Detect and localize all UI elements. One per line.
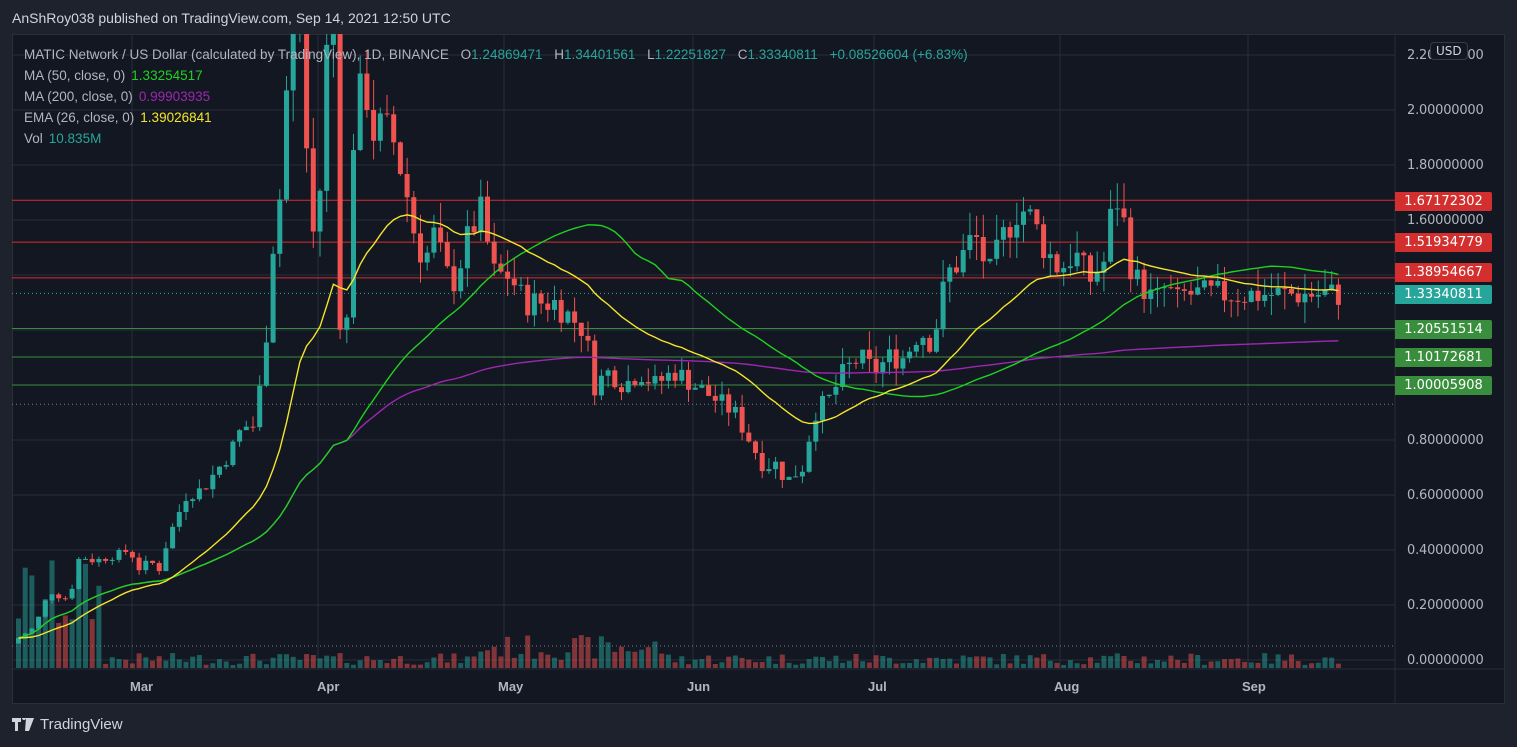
indicator-value: 1.33254517 bbox=[131, 68, 203, 83]
resistance-tag: 1.38954667 bbox=[1395, 263, 1492, 282]
chart-frame bbox=[12, 34, 1505, 704]
indicator-ma200[interactable]: MA (200, close, 0) 0.99903935 bbox=[24, 86, 968, 107]
price-chart[interactable] bbox=[12, 34, 1505, 704]
price-tick: 0.80000000 bbox=[1407, 433, 1484, 448]
brand-name: TradingView bbox=[40, 716, 123, 733]
indicator-label: EMA (26, close, 0) bbox=[24, 110, 135, 125]
price-tick: 0.40000000 bbox=[1407, 543, 1484, 558]
indicator-value: 10.835M bbox=[48, 131, 102, 146]
indicator-label: MA (200, close, 0) bbox=[24, 89, 133, 104]
price-tick: 1.60000000 bbox=[1407, 213, 1484, 228]
change-value: +0.08526604 (+6.83%) bbox=[829, 47, 968, 62]
resistance-tag: 1.51934779 bbox=[1395, 233, 1492, 252]
price-tick: 0.20000000 bbox=[1407, 598, 1484, 613]
price-tick: 1.80000000 bbox=[1407, 158, 1484, 173]
open-label: O bbox=[460, 47, 472, 62]
support-tag: 1.10172681 bbox=[1395, 348, 1492, 367]
indicator-value: 1.39026841 bbox=[140, 110, 212, 125]
published-by: AnShRoy038 published on TradingView.com,… bbox=[12, 10, 451, 26]
last-price-tag: 1.33340811 bbox=[1395, 285, 1492, 304]
indicator-ema26[interactable]: EMA (26, close, 0) 1.39026841 bbox=[24, 107, 968, 128]
low-label: L bbox=[647, 47, 655, 62]
symbol-row: MATIC Network / US Dollar (calculated by… bbox=[24, 44, 968, 65]
indicator-label: Vol bbox=[24, 131, 43, 146]
price-tick: 0.00000000 bbox=[1407, 653, 1484, 668]
chart-legend: MATIC Network / US Dollar (calculated by… bbox=[24, 44, 968, 149]
time-label: Mar bbox=[130, 679, 154, 694]
ma50-line bbox=[18, 224, 1339, 639]
close-label: C bbox=[737, 47, 748, 62]
tradingview-logo-icon bbox=[12, 718, 34, 731]
price-tick: 2.00000000 bbox=[1407, 103, 1484, 118]
high-label: H bbox=[554, 47, 565, 62]
tradingview-logo[interactable]: TradingView bbox=[12, 716, 123, 733]
time-label: Jun bbox=[687, 679, 711, 694]
time-label: Aug bbox=[1054, 679, 1080, 694]
time-label: Sep bbox=[1242, 679, 1266, 694]
indicator-value: 0.99903935 bbox=[138, 89, 211, 104]
time-label: Apr bbox=[317, 679, 340, 694]
symbol-title[interactable]: MATIC Network / US Dollar (calculated by… bbox=[24, 47, 449, 62]
time-label: Jul bbox=[868, 679, 887, 694]
indicator-ma50[interactable]: MA (50, close, 0) 1.33254517 bbox=[24, 65, 968, 86]
resistance-tag: 1.67172302 bbox=[1395, 192, 1492, 211]
low-value: 1.22251827 bbox=[654, 47, 726, 62]
open-value: 1.24869471 bbox=[471, 47, 543, 62]
time-label: May bbox=[498, 679, 524, 694]
ema26-line bbox=[18, 214, 1339, 639]
indicator-volume[interactable]: Vol 10.835M bbox=[24, 128, 968, 149]
support-tag: 1.20551514 bbox=[1395, 320, 1492, 339]
high-value: 1.34401561 bbox=[564, 47, 636, 62]
currency-button[interactable]: USD bbox=[1430, 42, 1468, 60]
price-tick: 0.60000000 bbox=[1407, 488, 1484, 503]
support-tag: 1.00005908 bbox=[1395, 376, 1492, 395]
indicator-label: MA (50, close, 0) bbox=[24, 68, 126, 83]
close-value: 1.33340811 bbox=[747, 47, 818, 62]
